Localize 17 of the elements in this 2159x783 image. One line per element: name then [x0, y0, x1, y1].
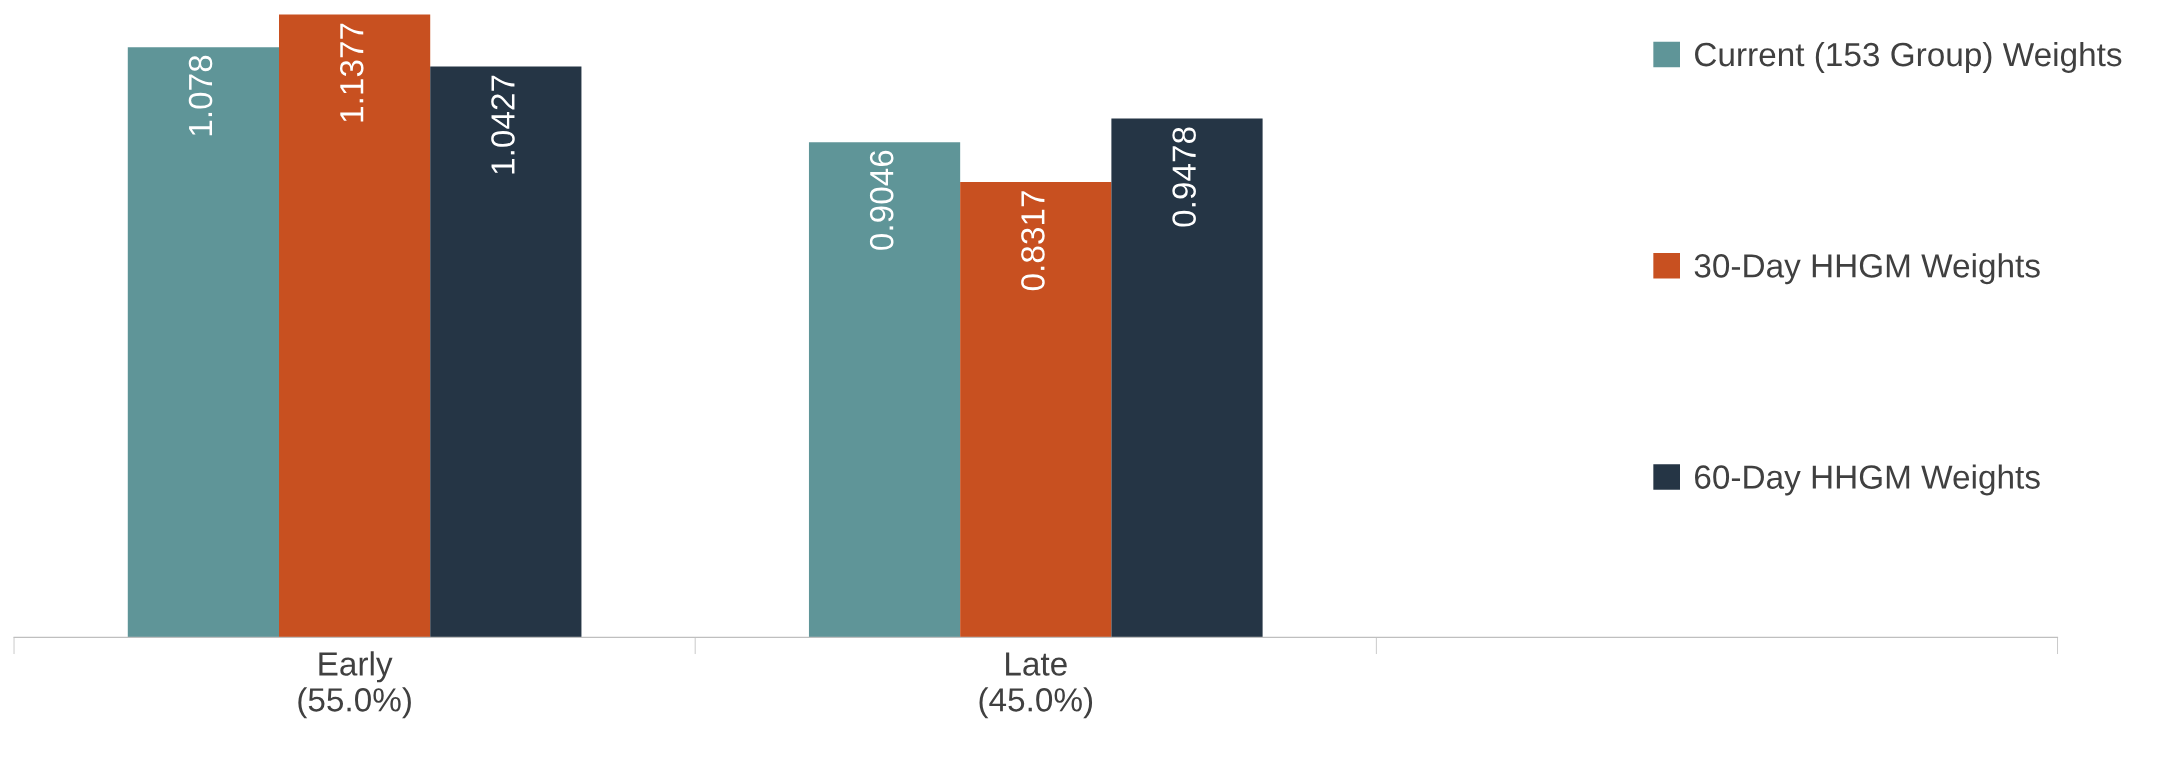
data-label: 1.078 — [188, 55, 213, 136]
data-label: 1.0427 — [491, 75, 515, 174]
x-tick-label: Late (45.0%) — [979, 652, 1093, 719]
legend-label: Current (153 Group) Weights — [1695, 41, 2122, 73]
bar — [430, 66, 582, 638]
bar — [808, 142, 961, 638]
x-tick-label: Early (55.0%) — [298, 651, 411, 719]
data-label: 0.8317 — [1021, 191, 1045, 291]
legend-label: 60-Day HHGM Weights — [1695, 464, 2040, 496]
bar — [960, 182, 1112, 638]
data-label: 0.9046 — [869, 150, 894, 250]
bar — [127, 47, 280, 638]
data-label: 0.9478 — [1172, 127, 1196, 227]
data-label: 1.1377 — [339, 23, 364, 122]
legend-label: 30-Day HHGM Weights — [1694, 253, 2040, 285]
bar — [279, 14, 431, 638]
bar — [1111, 118, 1263, 638]
